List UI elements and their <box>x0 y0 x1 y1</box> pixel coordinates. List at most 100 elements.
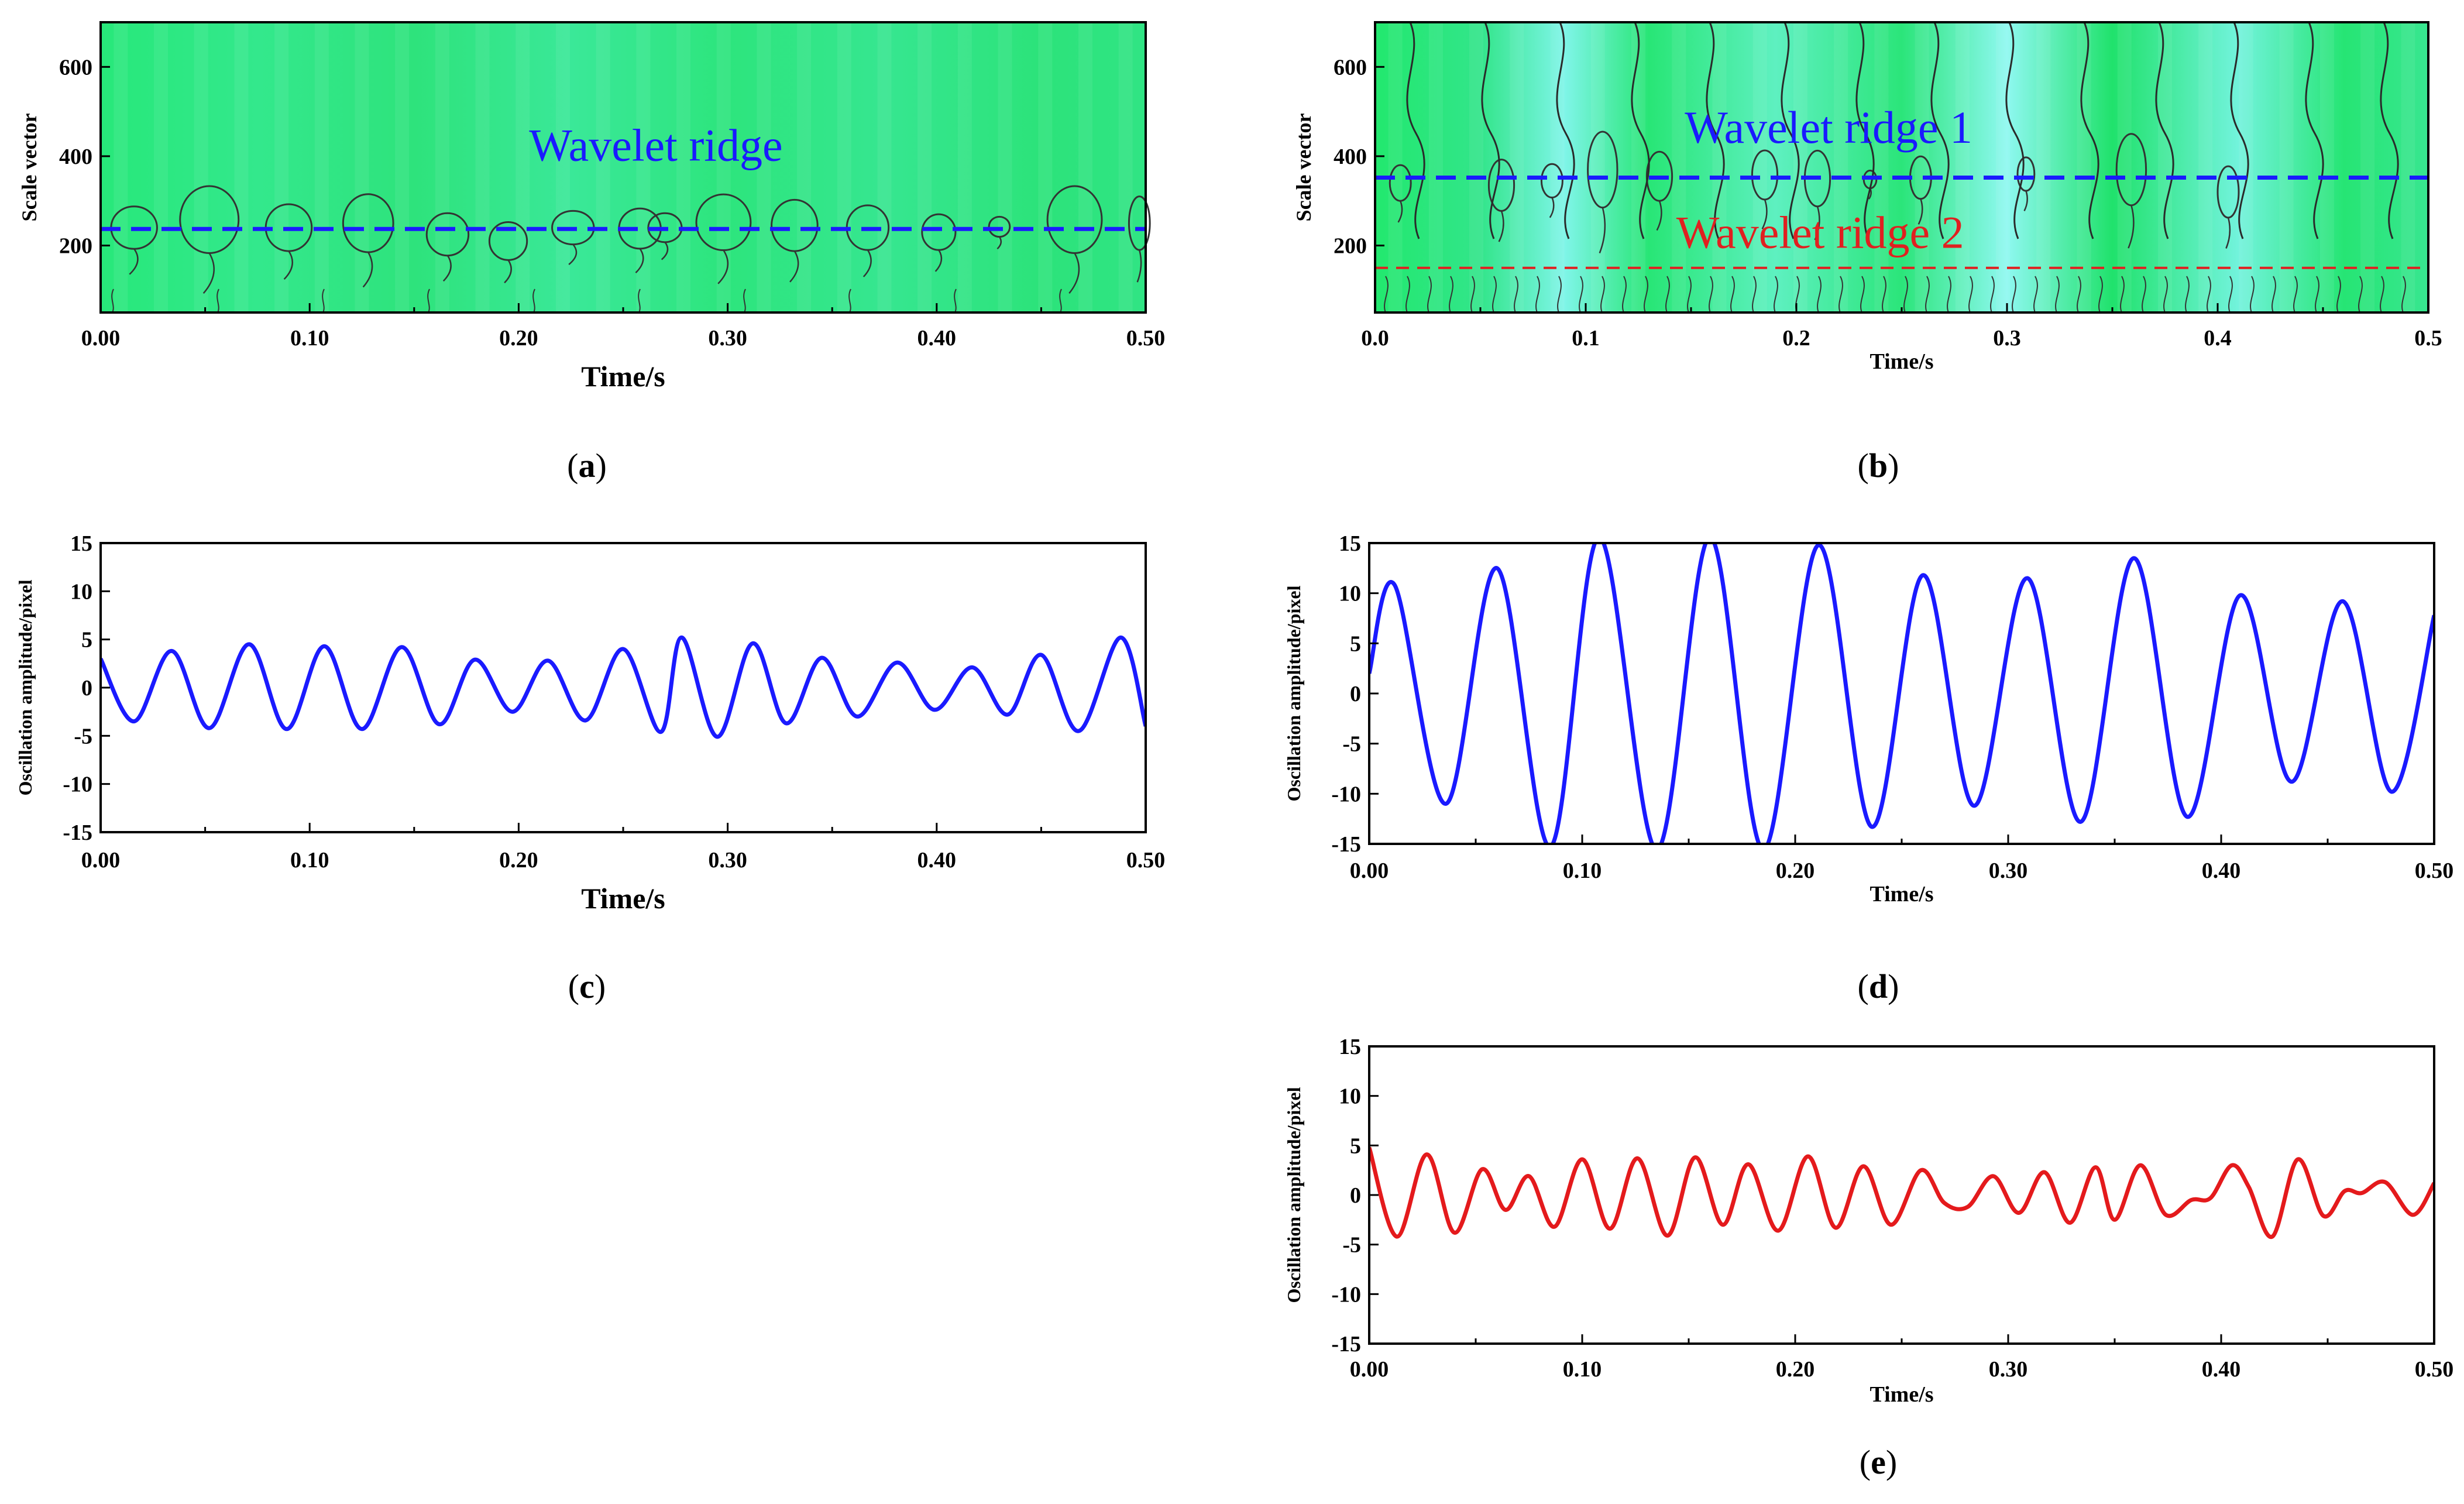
panel-label: (e) <box>1860 1443 1897 1481</box>
x-tick-label: 0.30 <box>1989 1357 2028 1382</box>
panel-label-close: ) <box>1888 447 1899 485</box>
x-tick-label: 0.50 <box>2415 1357 2454 1382</box>
x-tick-label: 0.40 <box>2202 859 2241 883</box>
x-axis-label: Time/s <box>581 882 665 915</box>
y-axis-label: Scale vector <box>1292 114 1315 222</box>
contour <box>1405 276 1410 313</box>
x-tick-label: 0.00 <box>1350 859 1389 883</box>
contour <box>2005 22 2025 239</box>
heatmap-striation <box>757 22 771 313</box>
heatmap-striation <box>274 22 289 313</box>
contour-tail <box>635 248 644 273</box>
contour-tail <box>362 252 373 288</box>
y-tick-label: -10 <box>63 772 92 797</box>
contour <box>1406 22 1425 239</box>
contour <box>1384 276 1389 313</box>
contour <box>1968 276 1973 313</box>
contour <box>1730 276 1735 313</box>
x-tick-label: 0.10 <box>290 326 329 351</box>
contour <box>1514 276 1518 313</box>
contour-tail <box>1761 199 1768 229</box>
panel-e: 0.00 0.10 0.20 0.30 0.40 0.50 -15 -10 -5 0 5 10 15 Ti… <box>1283 1035 2453 1481</box>
y-tick-label: 15 <box>1339 1035 1361 1059</box>
heatmap-striation <box>555 22 570 313</box>
x-tick-label: 0.30 <box>708 326 747 351</box>
panel-label: (b) <box>1858 447 1899 485</box>
contour <box>1556 22 1575 239</box>
heatmap-striation <box>1834 22 1848 313</box>
contour <box>1990 276 1995 313</box>
contour-tail <box>568 243 578 265</box>
contour <box>1838 276 1843 313</box>
heatmap-striation <box>1469 22 1484 313</box>
heatmap-striation <box>435 22 449 313</box>
y-tick-label: 10 <box>70 579 92 604</box>
contour <box>2293 276 2298 313</box>
heatmap-striation <box>395 22 410 313</box>
x-tick-label: 0.20 <box>1776 859 1815 883</box>
y-tick-label: 15 <box>70 531 92 556</box>
x-tick-label: 0.40 <box>2202 1357 2241 1382</box>
contour <box>2055 276 2060 313</box>
contour <box>2336 276 2341 313</box>
contour <box>2155 22 2174 239</box>
contour-tail <box>2128 205 2135 249</box>
panel-label-letter: b <box>1869 447 1888 485</box>
heatmap-striation <box>1590 22 1605 313</box>
x-tick-label: 0.0 <box>1361 326 1389 351</box>
panel-label-close: ) <box>594 967 606 1005</box>
y-tick-label: 200 <box>59 234 92 259</box>
y-tick-label: -10 <box>1331 782 1361 806</box>
x-tick-label: 0.10 <box>1563 859 1602 883</box>
heatmap-striation <box>837 22 851 313</box>
x-tick-label: 0.40 <box>917 326 957 351</box>
contour <box>2120 276 2125 313</box>
contour <box>1449 276 1453 313</box>
contour <box>848 289 851 313</box>
contour <box>1557 276 1562 313</box>
contour <box>1059 289 1062 313</box>
x-axis-label: Time/s <box>581 360 665 393</box>
contour <box>2315 276 2319 313</box>
x-tick-label: 0.20 <box>499 848 538 873</box>
heatmap-striation <box>676 22 691 313</box>
panel-label-close: ) <box>596 447 607 485</box>
heatmap-striation <box>1955 22 1970 313</box>
contour <box>1470 276 1475 313</box>
contour-tail <box>862 249 872 277</box>
x-tick-label: 0.00 <box>81 326 121 351</box>
panel-label-letter: a <box>579 447 596 485</box>
contour <box>2077 276 2081 313</box>
contour <box>2207 276 2211 313</box>
heatmap-striation <box>1672 22 1686 313</box>
contour <box>1781 22 1800 239</box>
y-tick-label: 600 <box>59 55 92 80</box>
y-tick-label: 400 <box>59 145 92 169</box>
x-tick-label: 0.50 <box>2415 859 2454 883</box>
contour-tail <box>1136 249 1142 283</box>
heatmap-striation <box>2036 22 2051 313</box>
heatmap-striation <box>1752 22 1767 313</box>
contour-tail <box>661 242 669 260</box>
panel-label-close: ) <box>1888 967 1899 1005</box>
heatmap-striation <box>234 22 249 313</box>
y-tick-label: 400 <box>1334 145 1367 169</box>
series-line <box>1369 543 2434 844</box>
heatmap-striation <box>194 22 208 313</box>
contour <box>2305 22 2324 239</box>
contour <box>2401 276 2406 313</box>
heatmap-striation <box>1078 22 1092 313</box>
contour <box>2230 22 2249 239</box>
x-tick-label: 0.5 <box>2414 326 2442 351</box>
x-tick-label: 0.4 <box>2204 326 2232 351</box>
contour <box>1481 22 1500 239</box>
heatmap-striation <box>314 22 329 313</box>
panel-label-open: ( <box>1858 967 1869 1005</box>
contour <box>1903 276 1908 313</box>
contour-tail <box>1656 200 1662 231</box>
contour-tail <box>934 249 943 272</box>
panel-label-letter: e <box>1871 1443 1886 1481</box>
heatmap-striation <box>957 22 972 313</box>
series-line <box>101 635 1146 739</box>
contour <box>1947 276 1951 313</box>
